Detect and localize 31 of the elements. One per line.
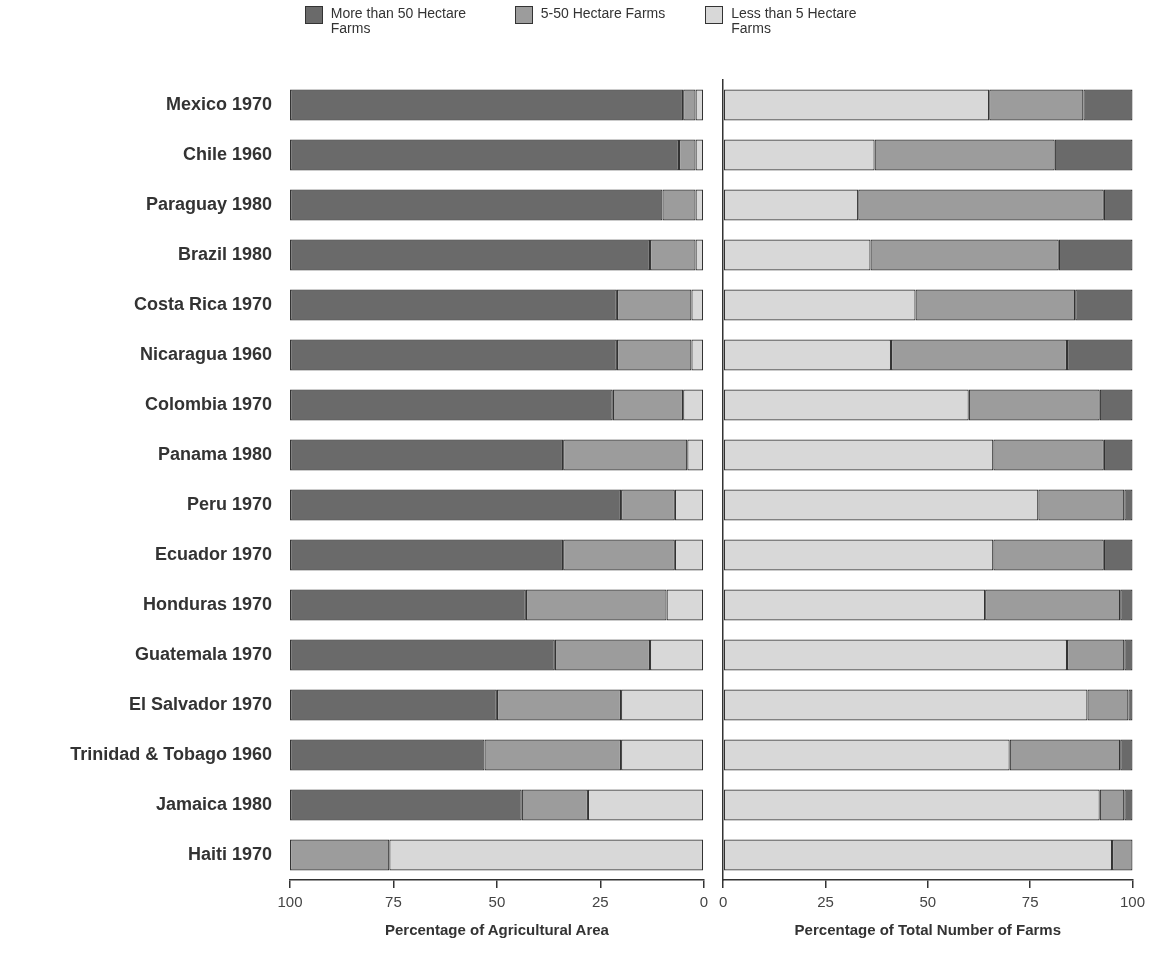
x-tick-label: 0 bbox=[719, 893, 728, 911]
y-tick-label: Brazil 1980 bbox=[177, 243, 272, 264]
x-tick-label: 75 bbox=[385, 893, 402, 911]
y-tick-label: Panama 1980 bbox=[157, 443, 272, 464]
y-tick-label: Guatemala 1970 bbox=[134, 643, 272, 664]
y-tick-label: El Salvador 1970 bbox=[128, 693, 272, 714]
y-tick-label: Ecuador 1970 bbox=[154, 543, 272, 564]
y-tick-label: Honduras 1970 bbox=[142, 593, 272, 614]
y-tick-label: Nicaragua 1960 bbox=[139, 343, 272, 364]
x-tick-label: 50 bbox=[488, 893, 506, 911]
y-tick-label: Mexico 1970 bbox=[165, 93, 272, 114]
legend-label: 5-50 Hectare Farms bbox=[540, 5, 666, 21]
y-tick-label: Chile 1960 bbox=[182, 143, 272, 164]
x-tick-label: 75 bbox=[1021, 893, 1039, 911]
legend-label: More than 50 Hectare Farms bbox=[330, 5, 468, 36]
y-tick-label: Colombia 1970 bbox=[144, 393, 272, 414]
y-tick-label: Paraguay 1980 bbox=[145, 193, 272, 214]
x-axis-title: Percentage of Agricultural Area bbox=[384, 921, 610, 939]
x-tick-label: 0 bbox=[699, 893, 708, 911]
x-axis-title: Percentage of Total Number of Farms bbox=[794, 921, 1062, 939]
x-tick-label: 25 bbox=[817, 893, 834, 911]
y-tick-label: Jamaica 1980 bbox=[155, 793, 272, 814]
x-tick-label: 25 bbox=[592, 893, 609, 911]
y-tick-label: Peru 1970 bbox=[186, 493, 272, 514]
y-tick-label: Costa Rica 1970 bbox=[133, 293, 272, 314]
x-tick-label: 100 bbox=[1119, 893, 1145, 911]
y-tick-label: Haiti 1970 bbox=[187, 843, 272, 864]
legend-label: Less than 5 Hectare Farms bbox=[731, 5, 858, 36]
y-tick-label: Trinidad & Tobago 1960 bbox=[70, 743, 272, 764]
x-tick-label: 50 bbox=[919, 893, 937, 911]
x-tick-label: 100 bbox=[277, 893, 303, 911]
